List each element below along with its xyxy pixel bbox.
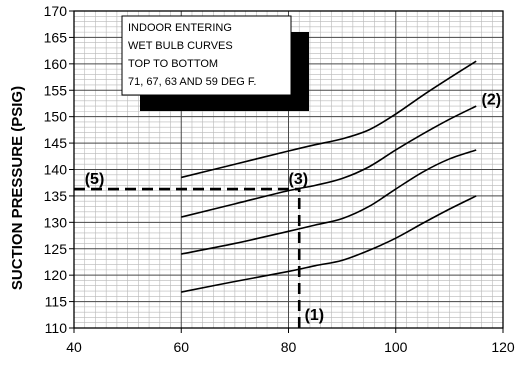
legend-frame — [121, 15, 292, 96]
legend-box: INDOOR ENTERING WET BULB CURVES TOP TO BOT… — [121, 15, 309, 111]
y-axis-title: SUCTION PRESSURE (PSIG) — [9, 86, 26, 290]
y-tick-label: 145 — [44, 135, 68, 151]
y-tick-label: 160 — [44, 56, 68, 72]
y-tick-label: 150 — [44, 109, 68, 125]
legend-line: INDOOR ENTERING — [128, 22, 232, 34]
y-tick-label: 120 — [44, 267, 68, 283]
series-line-2 — [181, 105, 477, 218]
reference-lines — [74, 187, 301, 328]
series-line-4 — [181, 195, 477, 293]
x-tick-label: 120 — [491, 339, 515, 355]
x-tick-label: 80 — [281, 339, 297, 355]
annotation-label: (1) — [305, 307, 325, 324]
legend-line: WET BULB CURVES — [128, 40, 233, 52]
axes: 110 115 120 125 130 135 140 145 150 155 160 165 170 4… — [44, 3, 515, 355]
y-tick-label: 115 — [45, 294, 68, 310]
y-tick-label: 155 — [44, 82, 68, 98]
y-tick-label: 170 — [44, 3, 68, 19]
y-tick-label: 165 — [44, 29, 68, 45]
annotation-label: (2) — [482, 92, 502, 109]
annotations: (1) (2) (3) (5) — [85, 92, 501, 325]
series-line-3 — [181, 149, 477, 255]
series-group — [181, 60, 477, 293]
annotation-label: (3) — [289, 171, 309, 188]
y-tick-label: 130 — [44, 214, 68, 230]
x-tick-label: 100 — [384, 339, 408, 355]
y-tick-label: 140 — [44, 162, 68, 178]
y-tick-label: 135 — [44, 188, 68, 204]
x-tick-label: 40 — [66, 339, 82, 355]
legend-line: 71, 67, 63 AND 59 DEG F. — [128, 76, 256, 88]
series-line-1 — [181, 60, 477, 179]
y-tick-label: 110 — [45, 320, 68, 336]
legend-line: TOP TO BOTTOM — [128, 58, 218, 70]
annotation-label: (5) — [85, 171, 105, 188]
y-tick-label: 125 — [44, 241, 68, 257]
x-tick-label: 60 — [173, 339, 189, 355]
